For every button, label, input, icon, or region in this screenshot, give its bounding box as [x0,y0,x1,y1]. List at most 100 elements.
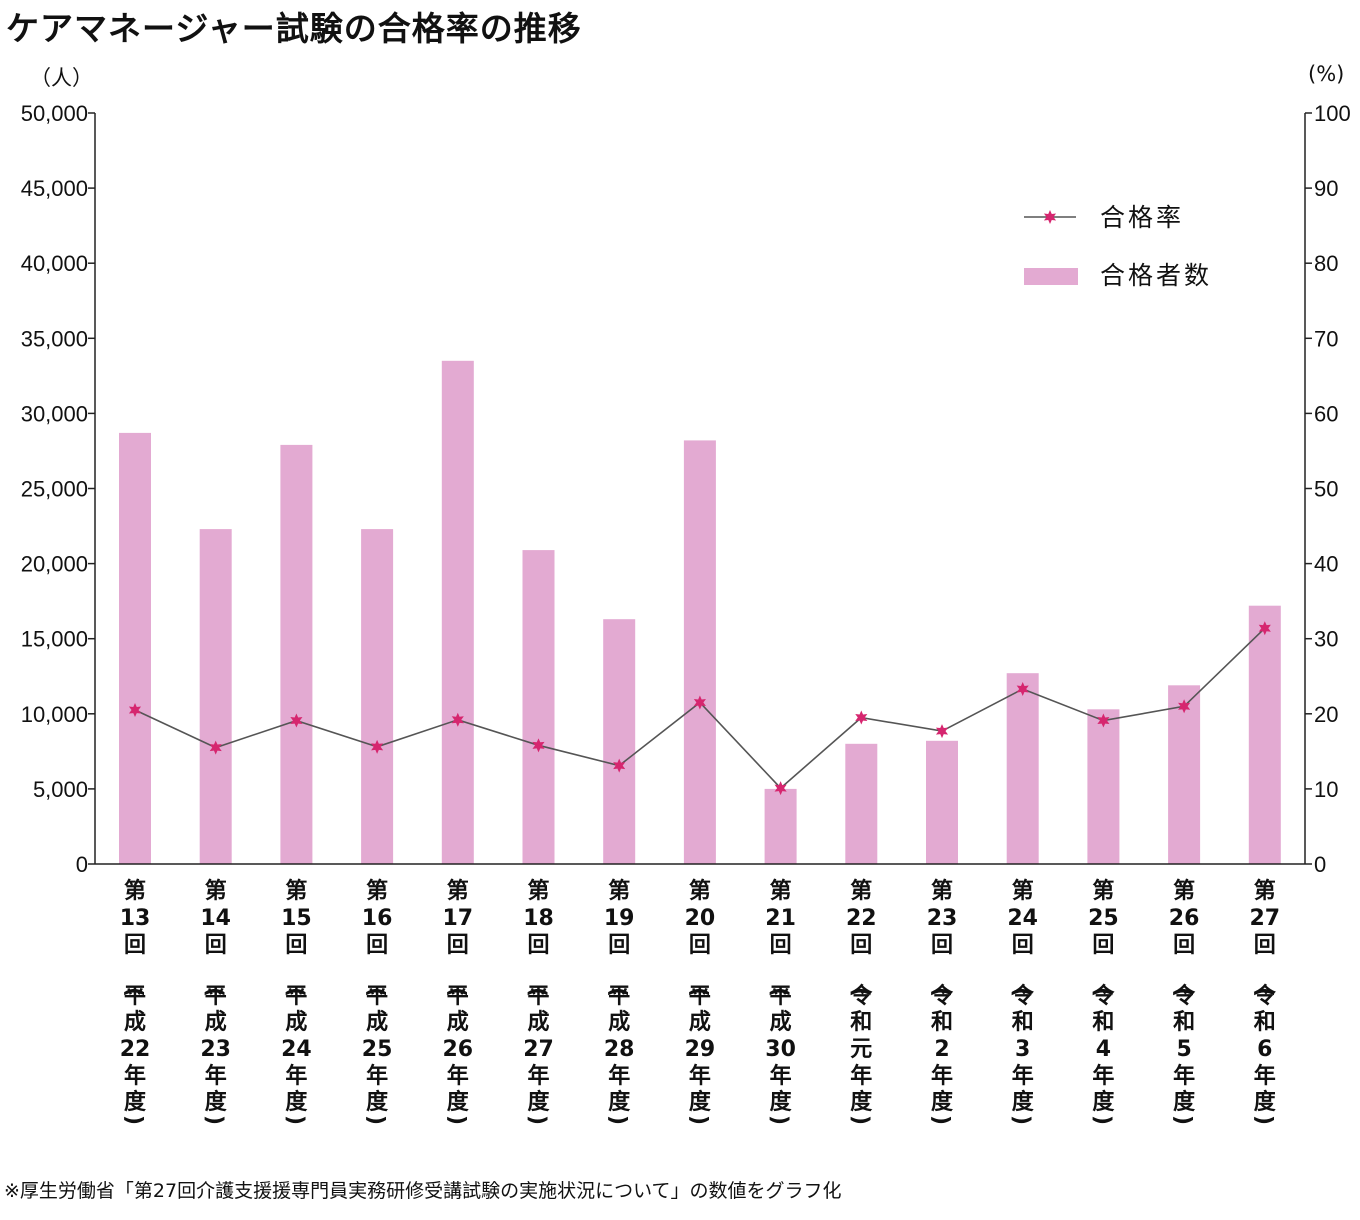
cat-2-era-4: 度 [285,1089,308,1115]
cat-5-era-1: 成 [527,1010,549,1035]
cat-7-era-4: 度 [689,1089,712,1115]
cat-6-era-0: 平 [608,984,630,1009]
left-tick-label-4: 20,000 [21,552,88,577]
right-tick-label-3: 30 [1314,627,1338,652]
cat-12-round-2: 回 [1092,933,1114,958]
cat-11-era-3: 年 [1012,1063,1034,1089]
cat-10-open-paren: ( [928,987,953,997]
rate-point-7 [693,695,706,710]
cat-6-era-3: 年 [608,1063,630,1089]
bar-6 [603,619,636,864]
cat-5-round-1: 18 [523,906,554,931]
bar-5 [522,550,555,864]
cat-9-round-2: 回 [850,933,872,958]
cat-13-era-2: 5 [1176,1037,1191,1062]
rate-point-2 [290,713,303,728]
rate-point-0 [128,703,142,718]
rate-point-6 [613,758,626,773]
left-tick-label-6: 30,000 [21,401,88,426]
cat-12-round-1: 25 [1088,906,1119,931]
cat-14-round-2: 回 [1254,933,1276,958]
cat-1-round-0: 第 [205,878,227,904]
cat-10-round-0: 第 [931,878,953,904]
cat-1-open-paren: ( [202,987,227,997]
rate-point-10 [935,724,949,739]
cat-10-era-0: 令 [931,983,954,1009]
cat-0-era-0: 平 [124,984,146,1009]
rate-point-5 [532,738,545,753]
cat-13-round-0: 第 [1173,878,1195,904]
cat-5-era-0: 平 [527,984,549,1009]
cat-2-round-0: 第 [285,878,307,904]
cat-7-close-paren: ) [686,1115,711,1125]
cat-0-era-1: 成 [124,1010,146,1035]
cat-14-close-paren: ) [1251,1115,1276,1125]
cat-4-era-0: 平 [447,984,469,1009]
cat-13-round-1: 26 [1169,906,1200,931]
cat-7-era-1: 成 [689,1010,711,1035]
cat-8-round-0: 第 [770,878,792,904]
right-tick-label-9: 90 [1314,176,1338,201]
left-tick-label-8: 40,000 [21,251,88,276]
cat-9-era-1: 和 [850,1010,872,1035]
cat-14-era-1: 和 [1254,1010,1276,1035]
cat-0-close-paren: ) [121,1115,146,1125]
right-tick-label-10: 100 [1314,101,1351,126]
bar-10 [926,740,958,864]
rate-point-13 [1178,699,1191,714]
cat-4-era-1: 成 [447,1010,469,1035]
cat-7-round-1: 20 [685,906,716,931]
cat-9-era-2: 元 [850,1037,872,1062]
right-tick-label-8: 80 [1314,251,1338,276]
cat-4-round-1: 17 [442,906,473,931]
cat-3-round-1: 16 [362,906,393,931]
cat-7-round-2: 回 [689,933,711,958]
bar-1 [199,529,232,864]
cat-5-close-paren: ) [525,1115,550,1125]
cat-9-round-1: 22 [846,906,877,931]
rate-point-8 [774,781,787,796]
cat-9-era-4: 度 [850,1089,873,1115]
left-tick-label-0: 0 [76,852,88,877]
bar-7 [683,440,716,864]
cat-4-era-4: 度 [447,1089,470,1115]
cat-8-era-3: 年 [770,1063,792,1089]
cat-14-open-paren: ( [1251,987,1276,997]
cat-4-era-2: 26 [442,1037,473,1062]
right-tick-label-6: 60 [1314,401,1338,426]
bar-14 [1248,605,1281,864]
cat-14-era-0: 令 [1254,983,1277,1009]
cat-5-era-4: 度 [527,1089,550,1115]
left-tick-label-10: 50,000 [21,101,88,126]
cat-3-open-paren: ( [363,987,388,997]
cat-1-era-4: 度 [205,1089,228,1115]
cat-8-close-paren: ) [767,1115,792,1125]
cat-12-era-3: 年 [1092,1063,1114,1089]
cat-14-round-1: 27 [1249,906,1280,931]
cat-10-era-1: 和 [931,1010,953,1035]
cat-8-era-2: 30 [765,1037,796,1062]
cat-10-round-1: 23 [927,906,958,931]
cat-0-round-0: 第 [124,878,146,904]
bar-11 [1006,673,1039,864]
cat-12-round-0: 第 [1092,878,1114,904]
cat-8-round-1: 21 [765,906,796,931]
cat-1-era-1: 成 [205,1010,227,1035]
cat-0-round-2: 回 [124,933,146,958]
bar-0 [119,432,151,864]
cat-9-round-0: 第 [850,878,872,904]
left-tick-label-9: 45,000 [21,176,88,201]
cat-2-close-paren: ) [282,1115,307,1125]
cat-1-round-2: 回 [205,933,227,958]
cat-7-era-2: 29 [685,1037,716,1062]
cat-7-open-paren: ( [686,987,711,997]
cat-4-round-0: 第 [447,878,469,904]
cat-2-era-0: 平 [285,984,307,1009]
cat-9-era-3: 年 [850,1063,872,1089]
left-axis-unit: （人） [30,66,93,90]
right-tick-label-4: 40 [1314,552,1338,577]
cat-1-era-3: 年 [205,1063,227,1089]
legend-rate-star-icon [1043,210,1057,224]
cat-13-era-4: 度 [1173,1089,1196,1115]
bar-8 [764,788,797,864]
